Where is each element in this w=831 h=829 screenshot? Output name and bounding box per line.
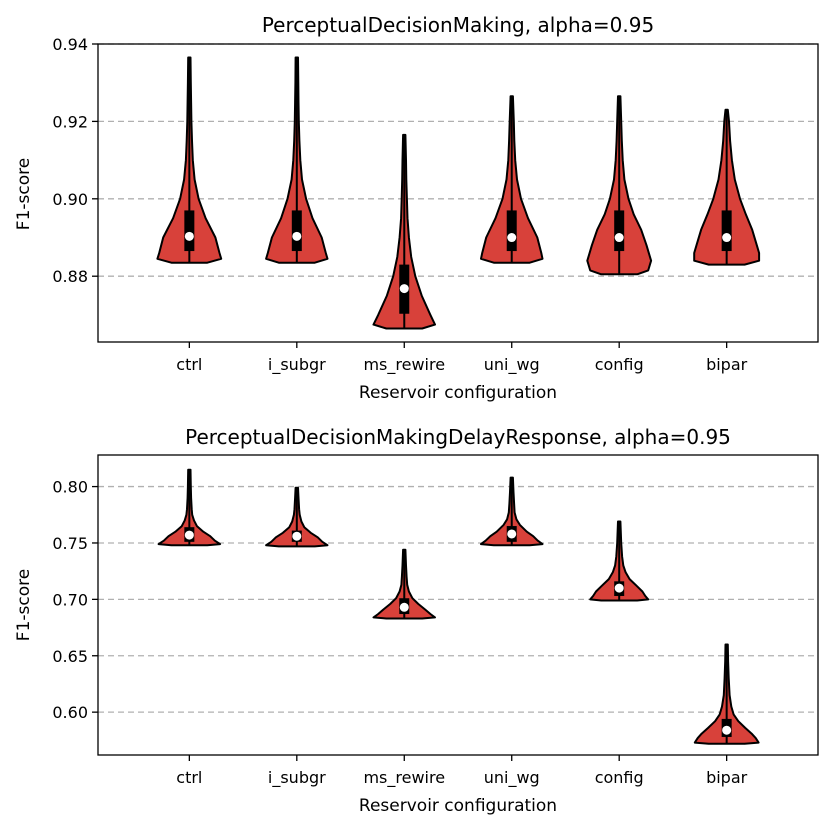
panel-2-y-ticks: 0.60 0.65 0.70 0.75 0.80 [52, 478, 98, 722]
violin-ctrl [156, 56, 223, 264]
x-tick-label: ctrl [176, 355, 202, 374]
x-tick-label: i_subgr [268, 355, 326, 375]
x-tick-label: ctrl [176, 768, 202, 787]
panel-1-x-axis-label: Reservoir configuration [359, 383, 557, 403]
panel-2-x-ticks: ctrl i_subgr ms_rewire uni_wg config bipar [176, 755, 748, 788]
panel-2-x-axis-label: Reservoir configuration [359, 796, 557, 816]
violin-median-dot [292, 531, 302, 541]
y-tick-label: 0.88 [52, 267, 88, 286]
violin-config [586, 95, 653, 276]
violin-median-dot [722, 233, 732, 243]
violin-median-dot [399, 284, 409, 294]
panel-2-violins [157, 468, 760, 745]
violin-iqr-box [184, 210, 195, 252]
violin-iqr-box [614, 210, 625, 252]
y-tick-label: 0.80 [52, 478, 88, 497]
panel-1-y-ticks: 0.88 0.90 0.92 0.94 [52, 35, 98, 286]
y-tick-label: 0.60 [52, 703, 88, 722]
violin-uni_wg [480, 476, 544, 547]
y-tick-label: 0.70 [52, 590, 88, 609]
violin-ms_rewire [372, 548, 436, 620]
violin-config [589, 520, 650, 602]
violin-i_subgr [265, 56, 329, 264]
y-tick-label: 0.90 [52, 190, 88, 209]
violin-median-dot [614, 583, 624, 593]
panel-1: 0.88 0.90 0.92 0.94 ctrl i_subgr ms_rewire uni… [14, 13, 819, 403]
panel-2-gridlines [98, 485, 818, 713]
y-tick-label: 0.75 [52, 534, 88, 553]
violin-iqr-box [721, 210, 732, 252]
x-tick-label: uni_wg [484, 355, 540, 375]
violin-ctrl [157, 468, 222, 547]
x-tick-label: bipar [706, 768, 748, 787]
violin-median-dot [184, 231, 194, 241]
violin-ms_rewire [372, 133, 436, 330]
panel-1-axes-frame [97, 43, 819, 343]
violin-median-dot [614, 233, 624, 243]
panel-1-title: PerceptualDecisionMaking, alpha=0.95 [262, 13, 654, 37]
violin-median-dot [507, 233, 517, 243]
panel-2-axes-frame [97, 454, 819, 756]
panel-2-title: PerceptualDecisionMakingDelayResponse, a… [185, 425, 731, 449]
violin-uni_wg [480, 95, 544, 264]
x-tick-label: ms_rewire [363, 355, 445, 375]
x-tick-label: ms_rewire [363, 768, 445, 788]
panel-2: 0.60 0.65 0.70 0.75 0.80 ctrl i_subgr ms_rewir… [14, 425, 819, 816]
violin-median-dot [722, 725, 732, 735]
x-tick-label: uni_wg [484, 768, 540, 788]
violin-median-dot [507, 529, 517, 539]
violin-iqr-box [506, 210, 517, 252]
violin-bipar [693, 108, 761, 266]
y-tick-label: 0.92 [52, 112, 88, 131]
x-tick-label: config [595, 355, 644, 374]
y-tick-label: 0.65 [52, 647, 88, 666]
violin-median-dot [292, 231, 302, 241]
x-tick-label: i_subgr [268, 768, 326, 788]
violin-iqr-box [291, 210, 302, 252]
y-tick-label: 0.94 [52, 35, 88, 54]
x-tick-label: config [595, 768, 644, 787]
panel-1-x-ticks: ctrl i_subgr ms_rewire uni_wg config bipar [176, 342, 748, 375]
panel-2-y-axis-label: F1-score [14, 569, 34, 641]
violin-median-dot [399, 602, 409, 612]
violin-bipar [693, 643, 760, 745]
panel-1-violins [156, 56, 761, 330]
violin-i_subgr [265, 486, 329, 548]
x-tick-label: bipar [706, 355, 748, 374]
panel-1-y-axis-label: F1-score [14, 158, 34, 230]
violin-median-dot [184, 530, 194, 540]
